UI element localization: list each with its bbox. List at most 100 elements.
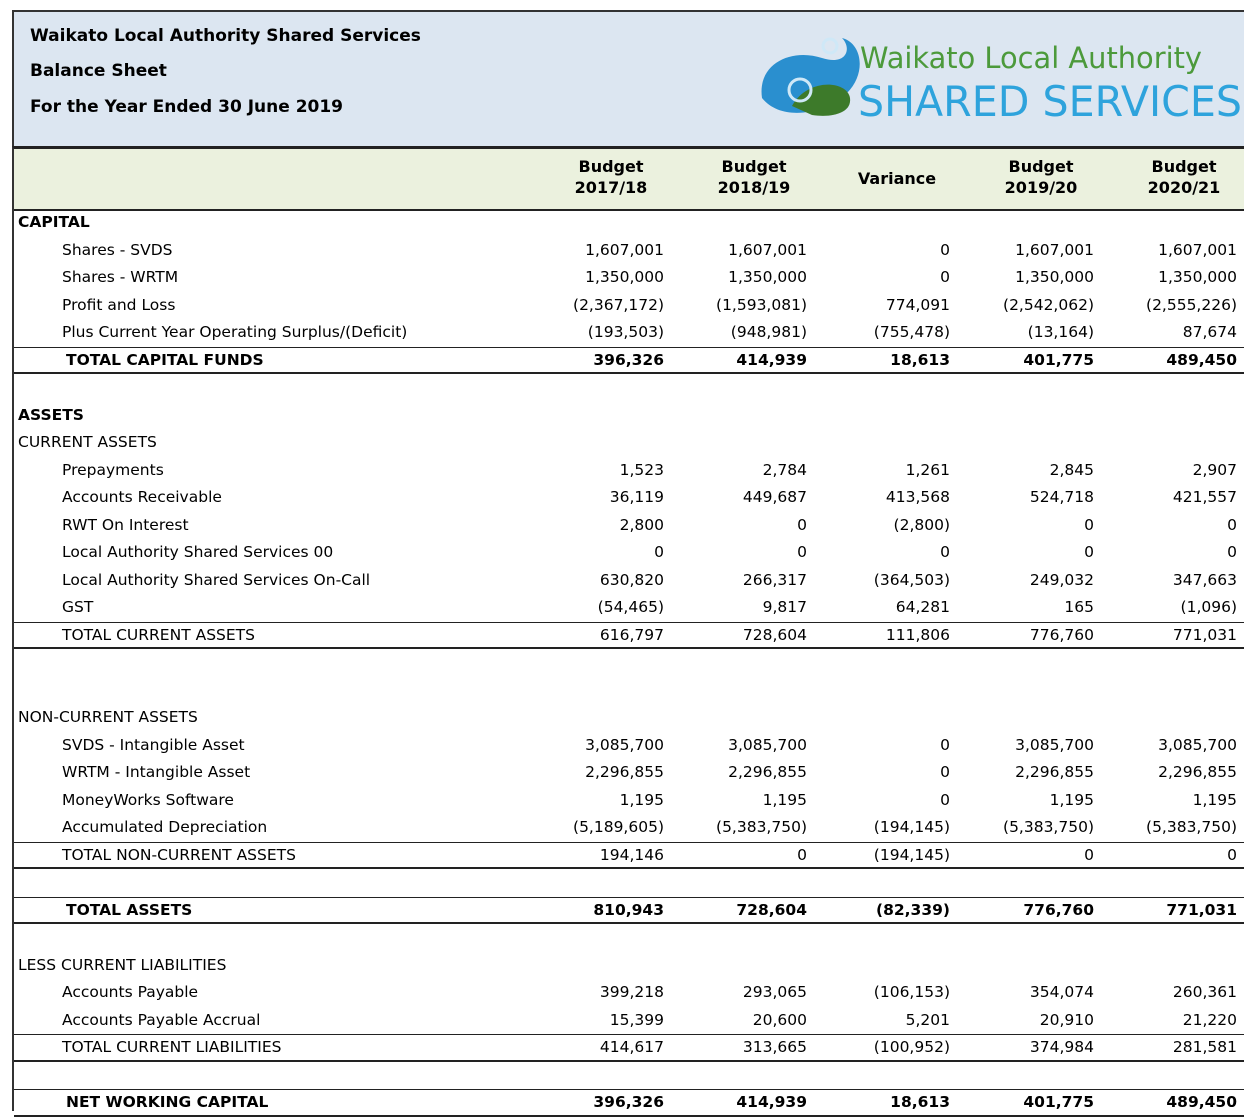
- cell-value: 0: [1084, 543, 1094, 561]
- cell-value: (1,096): [1180, 598, 1237, 616]
- row-label: NET WORKING CAPITAL: [66, 1093, 269, 1111]
- cell-value: (5,383,750): [716, 818, 807, 836]
- cell-value: 1,607,001: [1158, 240, 1237, 259]
- cell-value: 9,817: [762, 598, 807, 616]
- report-title: Waikato Local Authority Shared Services: [30, 26, 421, 46]
- column-header: Budget 2019/20: [976, 156, 1106, 198]
- row-label: CAPITAL: [18, 213, 90, 231]
- cell-value: 3,085,700: [1015, 735, 1094, 754]
- cell-value: 728,604: [736, 900, 807, 919]
- cell-value: (5,383,750): [1003, 818, 1094, 836]
- table-row: NON-CURRENT ASSETS: [14, 704, 1244, 732]
- cell-value: 3,085,700: [728, 735, 807, 754]
- cell-value: 18,613: [890, 1093, 950, 1111]
- cell-value: (5,189,605): [573, 818, 664, 836]
- table-row: GST (54,465) 9,817 64,281 165 (1,096): [14, 594, 1244, 622]
- column-header: Budget 2018/19: [689, 156, 819, 198]
- cell-value: 1,607,001: [585, 240, 664, 259]
- cell-value: 0: [940, 543, 950, 561]
- logo-spiral: [787, 77, 813, 103]
- cell-value: 2,296,855: [728, 763, 807, 781]
- cell-value: 0: [1084, 845, 1094, 864]
- cell-value: 414,939: [736, 350, 807, 369]
- cell-value: 776,760: [1029, 625, 1094, 644]
- cell-value: (100,952): [873, 1038, 950, 1056]
- cell-value: (2,800): [893, 515, 950, 534]
- table-row: Accumulated Depreciation (5,189,605) (5,38…: [14, 814, 1244, 842]
- table-row: MoneyWorks Software 1,195 1,195 0 1,195 1,195: [14, 787, 1244, 815]
- cell-value: 1,350,000: [1158, 268, 1237, 286]
- table-row: Shares - SVDS 1,607,001 1,607,001 0 1,607,00…: [14, 237, 1244, 265]
- column-header-line: 2019/20: [1004, 178, 1078, 197]
- row-label: TOTAL ASSETS: [66, 900, 193, 919]
- column-header-line: 2018/19: [717, 178, 791, 197]
- cell-value: 1,350,000: [1015, 268, 1094, 286]
- row-label: Accounts Payable: [62, 983, 199, 1001]
- column-header: Budget 2017/18: [546, 156, 676, 198]
- column-header-line: Budget: [578, 157, 644, 176]
- cell-value: 111,806: [885, 625, 950, 644]
- table-row: TOTAL CURRENT LIABILITIES 414,617 313,665 (…: [14, 1034, 1244, 1062]
- row-label: Shares - WRTM: [62, 268, 179, 286]
- cell-value: 413,568: [885, 488, 950, 506]
- cell-value: 1,195: [619, 790, 664, 809]
- cell-value: (54,465): [597, 598, 664, 616]
- cell-value: (194,145): [873, 845, 950, 864]
- cell-value: 20,600: [752, 1010, 807, 1029]
- report-header: Waikato Local Authority Shared Services …: [12, 10, 1244, 146]
- cell-value: 0: [940, 268, 950, 286]
- report-subtitle: Balance Sheet: [30, 61, 167, 81]
- cell-value: 616,797: [599, 625, 664, 644]
- row-label: Plus Current Year Operating Surplus/(Def…: [62, 323, 408, 341]
- table-row: NET WORKING CAPITAL 396,326 414,939 18,613 4…: [14, 1089, 1244, 1117]
- cell-value: (82,339): [876, 900, 950, 919]
- cell-value: 0: [654, 543, 664, 561]
- logo-line2: SHARED SERVICES: [858, 77, 1242, 126]
- cell-value: (2,555,226): [1146, 295, 1237, 314]
- column-header-row: Budget 2017/18 Budget 2018/19 Variance Budget…: [12, 146, 1244, 211]
- cell-value: 194,146: [599, 845, 664, 864]
- cell-value: 1,350,000: [585, 268, 664, 286]
- cell-value: 0: [940, 763, 950, 781]
- cell-value: 374,984: [1029, 1038, 1094, 1056]
- logo: Waikato Local Authority SHARED SERVICES: [761, 37, 1242, 126]
- cell-value: 396,326: [593, 350, 664, 369]
- cell-value: 810,943: [593, 900, 664, 919]
- cell-value: (364,503): [873, 570, 950, 589]
- row-label: Local Authority Shared Services 00: [62, 543, 334, 561]
- cell-value: 728,604: [742, 625, 807, 644]
- cell-value: (755,478): [873, 323, 950, 341]
- cell-value: 0: [1227, 845, 1237, 864]
- cell-value: 0: [940, 240, 950, 259]
- cell-value: 3,085,700: [585, 735, 664, 754]
- table-row: TOTAL NON-CURRENT ASSETS 194,146 0 (194,145…: [14, 841, 1244, 869]
- logo-leaf: [792, 84, 851, 116]
- table-row: TOTAL ASSETS 810,943 728,604 (82,339) 776,76…: [14, 896, 1244, 924]
- column-header-line: 2020/21: [1147, 178, 1221, 197]
- row-label: Accounts Payable Accrual: [62, 1010, 261, 1029]
- cell-value: 524,718: [1029, 488, 1094, 506]
- cell-value: (13,164): [1027, 323, 1094, 341]
- table-row: Accounts Payable Accrual 15,399 20,600 5,20…: [14, 1007, 1244, 1035]
- row-label: Accounts Receivable: [62, 488, 222, 506]
- cell-value: 771,031: [1166, 900, 1237, 919]
- cell-value: 2,800: [619, 515, 664, 534]
- cell-value: (2,542,062): [1003, 295, 1094, 314]
- row-label: TOTAL CAPITAL FUNDS: [66, 350, 264, 369]
- cell-value: (5,383,750): [1146, 818, 1237, 836]
- cell-value: (2,367,172): [573, 295, 664, 314]
- table-row: TOTAL CURRENT ASSETS 616,797 728,604 111,80…: [14, 621, 1244, 649]
- cell-value: 0: [940, 735, 950, 754]
- logo-line1: Waikato Local Authority: [860, 41, 1202, 75]
- cell-value: 249,032: [1029, 570, 1094, 589]
- blank-row: [14, 924, 1244, 952]
- cell-value: 293,065: [742, 983, 807, 1001]
- cell-value: 421,557: [1172, 488, 1237, 506]
- table-row: Shares - WRTM 1,350,000 1,350,000 0 1,350,00…: [14, 264, 1244, 292]
- cell-value: 165: [1064, 598, 1094, 616]
- table-row: SVDS - Intangible Asset 3,085,700 3,085,70…: [14, 732, 1244, 760]
- cell-value: (106,153): [873, 983, 950, 1001]
- cell-value: 1,607,001: [1015, 240, 1094, 259]
- table-row: LESS CURRENT LIABILITIES: [14, 952, 1244, 980]
